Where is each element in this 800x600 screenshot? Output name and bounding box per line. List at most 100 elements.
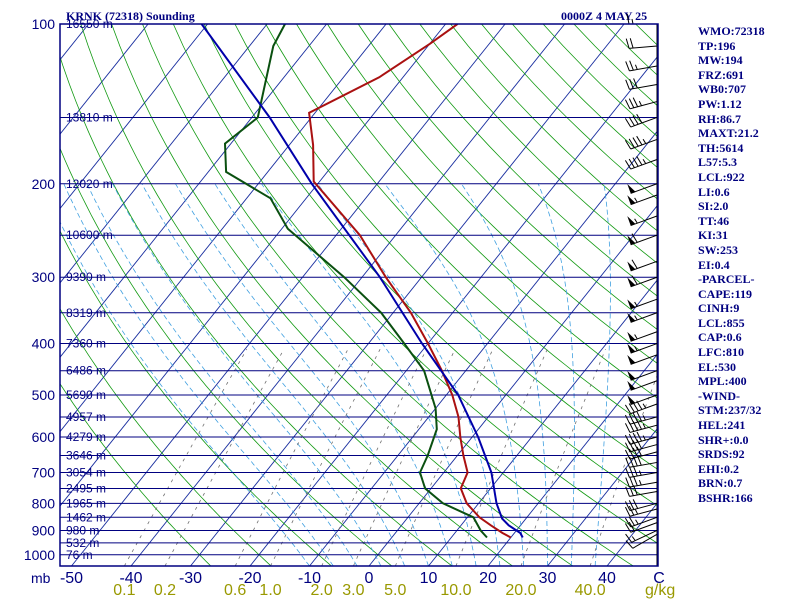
dry-adiabat — [80, 24, 513, 566]
barb-half — [642, 138, 647, 144]
height-label: 13810 m — [66, 110, 113, 124]
pressure-unit: mb — [31, 570, 51, 586]
index-item: FRZ:691 — [698, 67, 744, 82]
barb-staff — [632, 533, 658, 549]
dry-adiabat — [60, 308, 272, 566]
index-item: TT:46 — [698, 213, 730, 228]
barb-flag — [627, 312, 636, 323]
wind-barb — [624, 411, 658, 425]
barb-full — [628, 433, 635, 444]
temperature-tick-label: 10 — [420, 570, 438, 587]
barb-staff — [630, 116, 658, 128]
barb-full — [632, 412, 639, 423]
barb-full — [624, 506, 631, 517]
barb-full — [624, 99, 631, 110]
barb-staff — [629, 436, 658, 445]
mixing-ratio-tick-label: 0.2 — [154, 582, 176, 599]
axis-labels: 0.1 0.2 0.6 1.0 2.0 3.0 5.0 10.0 20.0 40.0 g/kg165… — [24, 16, 675, 599]
barb-full — [625, 533, 633, 543]
index-item: CAP:0.6 — [698, 330, 742, 345]
moist-adiabat — [594, 183, 611, 566]
temperature-tick-label: -10 — [298, 570, 321, 587]
mixing-ratio-line — [164, 349, 285, 566]
barb-staff — [630, 183, 658, 194]
wind-barb — [624, 135, 658, 150]
pressure-tick-label: 600 — [32, 429, 56, 445]
barb-half — [634, 197, 638, 203]
barb-full — [632, 440, 639, 450]
barb-staff — [629, 101, 658, 110]
dry-adiabat — [388, 24, 658, 298]
barb-full — [628, 403, 635, 413]
barb-flag — [627, 235, 636, 245]
height-label: 76 m — [66, 548, 93, 562]
isotherm-line — [130, 24, 565, 566]
index-item: WMO:72318 — [698, 24, 765, 38]
mixing-ratio-tick-label: 20.0 — [505, 582, 536, 599]
barb-half — [634, 301, 638, 307]
barb-full — [625, 540, 634, 549]
mixing-ratio-line — [455, 349, 548, 566]
wind-barb — [627, 215, 658, 227]
wind-barb — [627, 233, 658, 246]
mixing-ratio-tick-label: 0.1 — [113, 582, 135, 599]
barb-half — [634, 509, 639, 515]
barb-half — [638, 470, 642, 476]
height-label: 7360 m — [66, 337, 106, 351]
temperature-unit: C — [653, 570, 665, 587]
index-item: CINH:9 — [698, 301, 740, 316]
height-label: 1965 m — [66, 496, 106, 510]
isotherm-line — [60, 24, 446, 507]
moist-adiabat — [60, 221, 310, 566]
mixing-ratio-tick-label: 1.0 — [259, 582, 281, 599]
wind-barb — [625, 476, 658, 488]
wind-barb — [625, 60, 658, 72]
isotherm-line — [547, 427, 658, 566]
dewpoint-profile — [223, 24, 488, 539]
wind-barb — [624, 505, 658, 517]
barb-flag — [627, 395, 636, 405]
barb-half — [634, 346, 638, 351]
barb-staff — [629, 502, 658, 512]
isotherm-line — [60, 24, 208, 210]
temperature-profile — [308, 24, 512, 539]
barb-staff — [629, 508, 658, 517]
barb-full — [625, 486, 630, 497]
index-item: LFC:810 — [698, 345, 744, 360]
barb-staff — [629, 461, 658, 468]
pressure-tick-label: 200 — [32, 176, 56, 192]
barb-full — [624, 449, 631, 460]
height-label: 6486 m — [66, 364, 106, 378]
temperature-tick-label: 0 — [365, 570, 374, 587]
wind-barb — [624, 446, 658, 460]
barb-full — [624, 442, 631, 453]
height-label: 3646 m — [66, 448, 106, 462]
barb-half — [642, 403, 647, 409]
index-item: LCL:855 — [698, 315, 745, 330]
moist-adiabat — [141, 183, 406, 566]
barb-staff — [630, 298, 658, 310]
barb-staff — [629, 83, 658, 90]
wind-barb — [627, 394, 658, 406]
barb-full — [628, 413, 635, 424]
barb-half — [631, 536, 636, 541]
barb-full — [629, 485, 634, 496]
barb-full — [625, 79, 630, 90]
barb-half — [635, 519, 639, 525]
dry-adiabat — [296, 24, 658, 399]
barb-full — [629, 467, 634, 477]
wind-barb — [624, 439, 658, 453]
barb-full — [624, 414, 631, 425]
mixing-ratio-tick-label: 3.0 — [342, 582, 364, 599]
parcel-profile — [200, 24, 524, 538]
dry-adiabat — [234, 24, 658, 471]
height-label: 3054 m — [66, 466, 106, 480]
wind-barb — [627, 194, 658, 206]
index-item: -WIND- — [698, 388, 740, 403]
barb-half — [631, 18, 634, 25]
dry-adiabat — [203, 24, 658, 507]
temperature-tick-label: -20 — [238, 570, 261, 587]
index-item: WB0:707 — [698, 82, 746, 97]
height-label: 12020 m — [66, 177, 113, 191]
